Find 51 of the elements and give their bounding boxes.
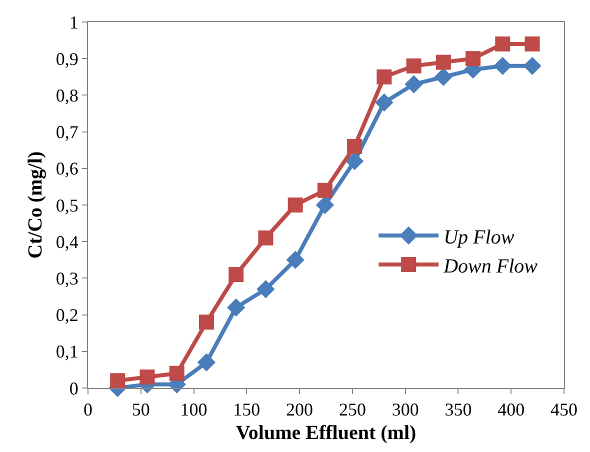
point: [375, 93, 394, 112]
point: [226, 298, 246, 317]
y-tick-label: 0: [69, 378, 78, 398]
x-tick-label: 300: [392, 400, 419, 420]
point: [256, 280, 275, 298]
point: [434, 68, 453, 86]
y-tick-label: 0,6: [56, 158, 78, 179]
point: [317, 182, 332, 198]
point: [406, 58, 422, 74]
point: [345, 152, 364, 170]
x-axis-title: Volume Effluent (ml): [236, 422, 416, 444]
x-tick-label: 450: [550, 400, 578, 420]
point: [258, 230, 274, 246]
point: [494, 56, 512, 76]
point: [523, 56, 542, 76]
x-tick-label: 200: [286, 400, 314, 420]
point: [404, 75, 423, 94]
y-tick-label: 0,5: [56, 195, 78, 216]
x-tick-label: 50: [132, 400, 150, 420]
legend-label: Up Flow: [444, 226, 515, 248]
x-tick-label: 150: [233, 400, 260, 420]
point: [376, 69, 392, 84]
x-tick-label: 400: [498, 400, 525, 420]
y-tick-label: 0,7: [56, 122, 78, 142]
point: [198, 314, 214, 330]
y-tick-label: 0,1: [56, 342, 78, 362]
x-tick-label: 250: [338, 400, 366, 420]
point: [288, 198, 303, 212]
point: [524, 36, 540, 52]
point: [347, 138, 362, 154]
point: [228, 267, 244, 282]
x-tick-label: 100: [180, 400, 208, 420]
point: [436, 54, 451, 70]
point: [286, 250, 304, 269]
point: [316, 196, 334, 214]
y-tick-label: 1: [69, 12, 78, 32]
point: [197, 353, 216, 372]
y-tick-label: 0,4: [56, 232, 78, 252]
y-tick-label: 0,3: [56, 268, 78, 288]
point: [169, 366, 184, 381]
y-tick-label: 0,8: [56, 86, 78, 106]
point: [140, 370, 155, 385]
point: [466, 51, 481, 66]
x-tick-label: 350: [444, 400, 472, 420]
x-tick-label: 0: [84, 400, 92, 420]
y-tick-label: 0,9: [56, 48, 78, 69]
y-tick-label: 0,2: [56, 305, 78, 326]
point: [495, 36, 510, 52]
point: [110, 373, 126, 388]
legend-label: Down Flow: [442, 255, 538, 278]
y-axis-title: Ct/Co (mg/l): [24, 151, 46, 259]
